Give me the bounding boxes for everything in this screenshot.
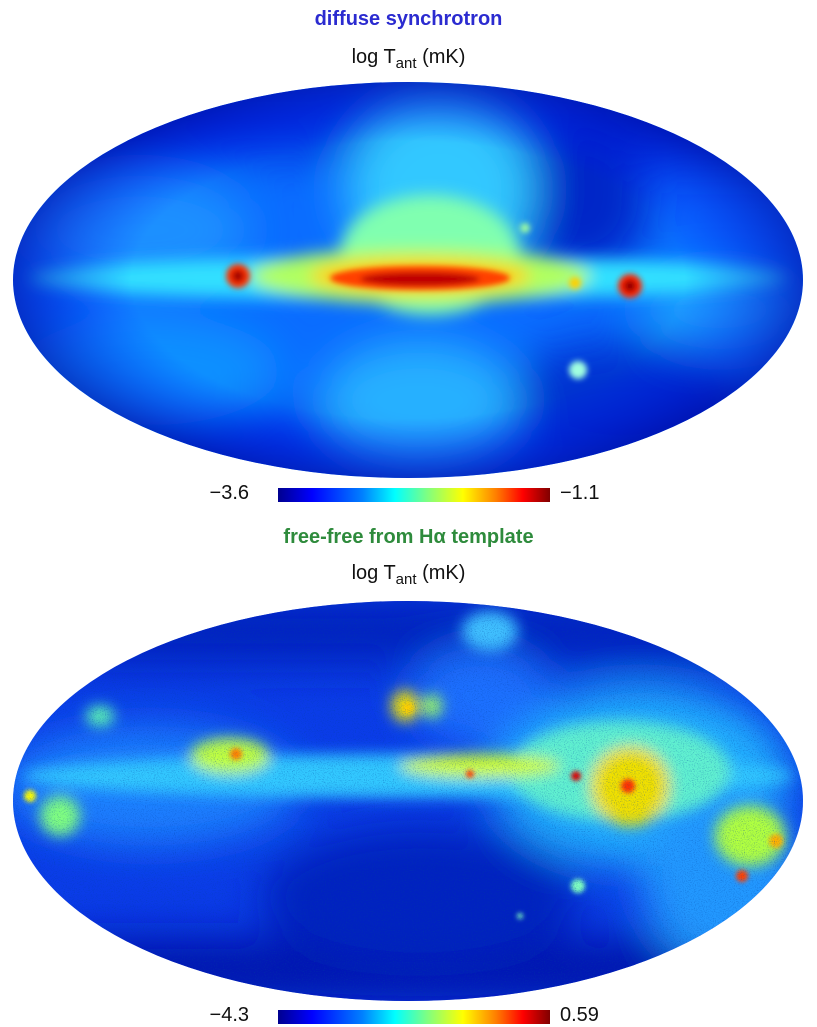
colorbar-max-label: 0.59 xyxy=(560,1004,599,1026)
synchrotron-sky-map xyxy=(13,82,803,478)
synchrotron-emission xyxy=(13,82,803,478)
quantity-prefix: log T xyxy=(351,562,396,584)
synchrotron-quantity-label: log Tant (mK) xyxy=(0,46,817,72)
quantity-subscript: ant xyxy=(395,55,417,72)
colorbar-gradient xyxy=(278,1010,550,1024)
free-free-quantity-label: log Tant (mK) xyxy=(0,562,817,588)
colorbar-min-label: −3.6 xyxy=(209,482,249,504)
colorbar-gradient xyxy=(278,488,550,502)
free-free-title-suffix: template xyxy=(445,526,534,548)
free-free-title-subscript: α xyxy=(433,526,446,548)
free-free-title: free-free from Hα template xyxy=(0,526,817,549)
quantity-unit: (mK) xyxy=(416,562,466,584)
free-free-emission xyxy=(13,601,803,1001)
colorbar-min-label: −4.3 xyxy=(209,1004,249,1026)
synchrotron-title: diffuse synchrotron xyxy=(0,8,817,31)
free-free-sky-map xyxy=(13,601,803,1001)
colorbar-max-label: −1.1 xyxy=(560,482,600,504)
quantity-prefix: log T xyxy=(351,46,396,68)
quantity-unit: (mK) xyxy=(416,46,466,68)
synchrotron-title-text: diffuse synchrotron xyxy=(314,8,503,30)
quantity-subscript: ant xyxy=(395,571,417,588)
free-free-panel: free-free from Hα template log Tant (mK) xyxy=(0,512,817,1027)
free-free-title-text: free-free from H xyxy=(283,526,434,548)
synchrotron-panel: diffuse synchrotron log Tant (mK) xyxy=(0,0,817,512)
